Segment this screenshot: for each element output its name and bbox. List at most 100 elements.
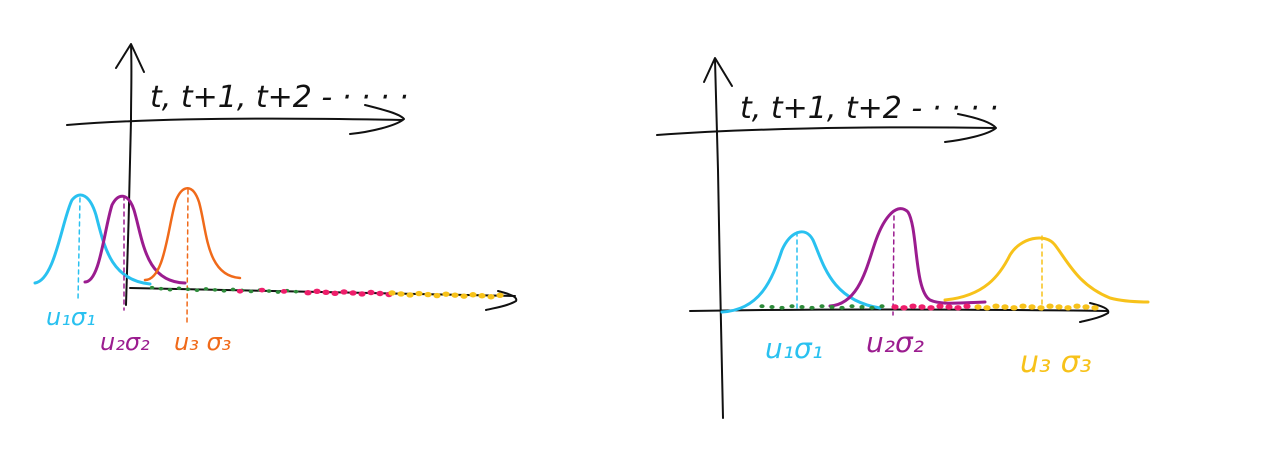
right-data-points (759, 303, 1099, 311)
data-point (829, 305, 835, 309)
data-point (185, 287, 191, 292)
data-point (313, 288, 321, 295)
data-point (349, 290, 357, 296)
left-label-u1-sigma1: u₁σ₁ (46, 303, 96, 331)
right-vertical-axis (714, 59, 724, 419)
data-point (1046, 303, 1054, 309)
data-point (945, 304, 953, 310)
data-point (487, 294, 495, 300)
data-point (879, 304, 885, 309)
left-time-axis (66, 117, 403, 126)
right-time-axis-label: t, t+1, t+2 - · · · · (740, 91, 999, 126)
data-point (1073, 303, 1081, 309)
data-point (1019, 303, 1027, 309)
data-point (869, 305, 875, 310)
data-point (433, 292, 441, 299)
data-point (451, 292, 459, 298)
data-point (469, 292, 477, 298)
right-baseline (689, 308, 1109, 312)
left-time-axis-label: t, t+1, t+2 - · · · · (150, 80, 409, 115)
right-time-axis (656, 126, 996, 136)
left-purple-curve (83, 194, 187, 285)
right-time-arrowhead (944, 113, 997, 143)
data-point (1001, 304, 1009, 310)
data-point (1064, 305, 1072, 311)
data-point (176, 286, 182, 291)
data-point (759, 304, 765, 309)
data-point (424, 291, 432, 298)
data-point (1055, 304, 1063, 310)
data-point (340, 289, 348, 295)
right-label-u3-sigma3: u₃ σ₃ (1020, 345, 1092, 380)
data-point (983, 305, 991, 311)
data-point (954, 305, 962, 311)
data-point (460, 293, 468, 299)
data-point (900, 305, 908, 311)
data-point (236, 288, 244, 294)
left-baseline-arrowhead (485, 290, 518, 311)
data-point (909, 303, 917, 309)
data-point (248, 289, 254, 294)
data-point (496, 292, 504, 299)
data-point (376, 290, 384, 297)
data-point (158, 286, 164, 291)
right-purple-curve (828, 207, 987, 308)
right-label-u2-sigma2: u₂σ₂ (866, 326, 924, 359)
data-point (266, 289, 272, 293)
left-time-arrowhead (349, 104, 405, 135)
data-point (258, 287, 266, 293)
data-point (809, 305, 815, 310)
data-point (415, 290, 423, 297)
right-purple-mean-line (892, 215, 895, 316)
left-orange-mean-line (186, 189, 189, 323)
data-point (203, 287, 209, 291)
data-point (167, 287, 173, 292)
data-point (322, 289, 330, 296)
data-point (406, 292, 414, 298)
data-point (442, 291, 450, 297)
left-label-u2-sigma2: u₂σ₂ (100, 328, 150, 356)
right-panel: t, t+1, t+2 - · · · · u₁σ₁ u₂σ₂ u₃ σ₃ (656, 57, 1150, 419)
data-point (1082, 304, 1090, 310)
left-vertical-axis (125, 44, 133, 306)
data-point (819, 304, 825, 309)
data-point (963, 303, 971, 309)
data-point (1091, 305, 1099, 311)
data-point (397, 291, 405, 297)
data-point (799, 305, 805, 309)
data-point (230, 287, 236, 292)
data-point (927, 305, 935, 311)
data-point (358, 291, 366, 297)
data-point (891, 304, 899, 310)
left-cyan-curve (33, 193, 152, 286)
data-point (304, 290, 312, 296)
right-vertical-arrowhead (703, 57, 733, 87)
left-data-points (149, 285, 504, 300)
data-point (789, 304, 795, 309)
data-point (149, 285, 155, 290)
data-point (859, 305, 865, 309)
data-point (194, 288, 200, 293)
data-point (849, 304, 855, 309)
data-point (992, 303, 1000, 309)
data-point (974, 304, 982, 310)
left-label-u3-sigma3: u₃ σ₃ (174, 328, 231, 356)
data-point (221, 289, 227, 293)
data-point (1028, 304, 1036, 310)
data-point (478, 293, 486, 299)
left-panel: t, t+1, t+2 - · · · · u₁σ₁ u₂σ₂ u₃ σ₃ (33, 43, 518, 356)
right-baseline-arrowhead (1079, 302, 1110, 323)
data-point (212, 288, 218, 292)
data-point (769, 305, 775, 309)
data-point (779, 305, 785, 310)
data-point (280, 288, 288, 294)
data-point (331, 290, 339, 297)
data-point (275, 290, 281, 294)
data-point (1010, 305, 1018, 311)
right-label-u1-sigma1: u₁σ₁ (765, 332, 823, 365)
left-vertical-arrowhead (115, 43, 145, 73)
data-point (936, 303, 944, 309)
data-point (293, 289, 299, 294)
right-cyan-curve (720, 230, 882, 314)
